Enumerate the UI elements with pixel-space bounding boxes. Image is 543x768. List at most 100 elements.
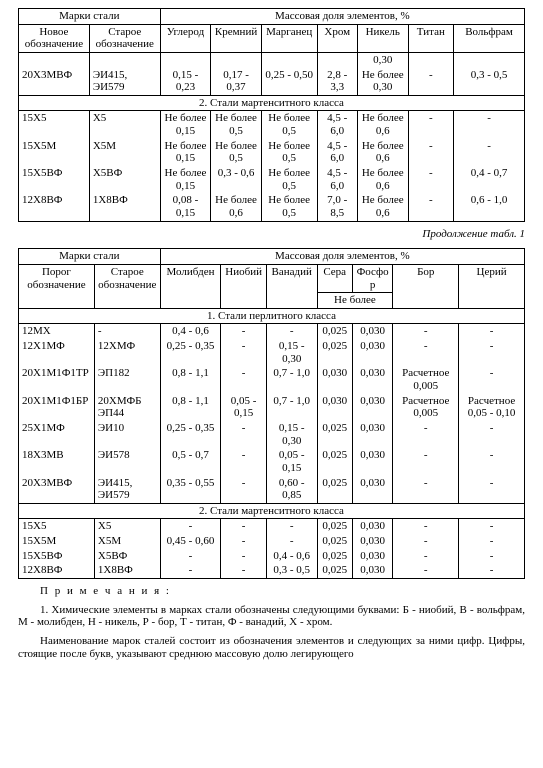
cell: Не более 0,5 xyxy=(261,166,317,193)
t2-h-grades: Марки стали xyxy=(19,249,161,265)
cell: - xyxy=(221,421,267,448)
cell: - xyxy=(459,476,525,504)
t1-header-row-2: Новое обозначение Старое обозначение Угл… xyxy=(19,24,525,52)
cell: - xyxy=(393,476,459,504)
cell: 0,030 xyxy=(352,519,392,534)
cell: 20Х3МВФ xyxy=(19,476,95,504)
t2-h-mass: Массовая доля элементов, % xyxy=(160,249,524,265)
cell: 0,030 xyxy=(317,394,352,421)
cell: Х5ВФ xyxy=(89,166,160,193)
cell: - xyxy=(459,549,525,564)
t2-section-2-label: 2. Стали мартенситного класса xyxy=(19,503,525,519)
cell: ЭИ415, ЭИ579 xyxy=(89,68,160,96)
t1-h-old: Старое обозначение xyxy=(89,24,160,52)
cell: - xyxy=(393,534,459,549)
t2-h-V: Ванадий xyxy=(266,264,317,308)
cell: 4,5 - 6,0 xyxy=(317,166,357,193)
t2-h-B: Бор xyxy=(393,264,459,308)
cell: 2,8 - 3,3 xyxy=(317,68,357,96)
cell: 0,7 - 1,0 xyxy=(266,394,317,421)
cell: 0,3 - 0,5 xyxy=(266,563,317,578)
cell: - xyxy=(408,166,454,193)
cell: Х5ВФ xyxy=(94,549,160,564)
cell: - xyxy=(393,549,459,564)
t2-r6: 18Х3МВ ЭИ578 0,5 - 0,7 - 0,05 - 0,15 0,0… xyxy=(19,448,525,475)
cell: 0,025 xyxy=(317,563,352,578)
t1-row-5: 12Х8ВФ 1Х8ВФ 0,08 - 0,15 Не более 0,6 Не… xyxy=(19,193,525,221)
cell: 0,60 - 0,85 xyxy=(266,476,317,504)
cell: - xyxy=(393,519,459,534)
cell: Не более 0,5 xyxy=(211,139,262,166)
cell: 0,030 xyxy=(352,339,392,366)
cell: 0,030 xyxy=(352,534,392,549)
cell: - xyxy=(221,563,267,578)
cell: - xyxy=(266,519,317,534)
cell: Х5 xyxy=(94,519,160,534)
cell: 0,25 - 0,50 xyxy=(261,68,317,96)
t2-section-1-label: 1. Стали перлитного класса xyxy=(19,308,525,324)
cell: - xyxy=(393,448,459,475)
t2-h-S: Сера xyxy=(317,264,352,292)
cell: 0,3 - 0,5 xyxy=(454,68,525,96)
t2-h-Ce: Церий xyxy=(459,264,525,308)
cell: 0,15 - 0,30 xyxy=(266,421,317,448)
t2-header-row-2: Порог обозначение Старое обозначение Мол… xyxy=(19,264,525,292)
cell: 0,025 xyxy=(317,339,352,366)
cell: 0,6 - 1,0 xyxy=(454,193,525,221)
cell: ЭИ10 xyxy=(94,421,160,448)
cell: 0,25 - 0,35 xyxy=(160,339,221,366)
t2-r10: 15Х5ВФ Х5ВФ - - 0,4 - 0,6 0,025 0,030 - … xyxy=(19,549,525,564)
cell: 15Х5ВФ xyxy=(19,549,95,564)
cell: 0,030 xyxy=(352,366,392,393)
cell: 15Х5ВФ xyxy=(19,166,90,193)
cell: - xyxy=(393,421,459,448)
t1-h-W: Вольфрам xyxy=(454,24,525,52)
t2-header-row-1: Марки стали Массовая доля элементов, % xyxy=(19,249,525,265)
cell: - xyxy=(459,339,525,366)
cell: Не более 0,5 xyxy=(261,111,317,139)
cell: - xyxy=(221,534,267,549)
cell: 0,15 - 0,23 xyxy=(160,68,211,96)
cell: - xyxy=(408,139,454,166)
t2-section-1: 1. Стали перлитного класса xyxy=(19,308,525,324)
cell: 12Х8ВФ xyxy=(19,563,95,578)
t1-h-Mn: Марганец xyxy=(261,24,317,52)
t1-h-Cr: Хром xyxy=(317,24,357,52)
cell: - xyxy=(221,476,267,504)
cell: 0,17 - 0,37 xyxy=(211,68,262,96)
cell: Не более 0,5 xyxy=(261,193,317,221)
cell: Х5 xyxy=(89,111,160,139)
cell: 0,030 xyxy=(352,549,392,564)
t1-row-4: 15Х5ВФ Х5ВФ Не более 0,15 0,3 - 0,6 Не б… xyxy=(19,166,525,193)
table-continuation-caption: Продолжение табл. 1 xyxy=(18,228,525,241)
cell: - xyxy=(393,563,459,578)
cell: - xyxy=(94,324,160,339)
cell: 0,15 - 0,30 xyxy=(266,339,317,366)
cell: 0,4 - 0,7 xyxy=(454,166,525,193)
cell: - xyxy=(454,111,525,139)
t1-section-2: 2. Стали мартенситного класса xyxy=(19,95,525,111)
t2-h-SP-sub: Не более xyxy=(317,293,393,309)
table-1: Марки стали Массовая доля элементов, % Н… xyxy=(18,8,525,222)
cell: 0,4 - 0,6 xyxy=(266,549,317,564)
cell: 15Х5 xyxy=(19,111,90,139)
t2-r2: 12Х1МФ 12ХМФ 0,25 - 0,35 - 0,15 - 0,30 0… xyxy=(19,339,525,366)
cell: 0,05 - 0,15 xyxy=(266,448,317,475)
t1-h-Ti: Титан xyxy=(408,24,454,52)
cell: Не более 0,15 xyxy=(160,111,211,139)
cell: Не более 0,6 xyxy=(357,139,408,166)
cell: 0,08 - 0,15 xyxy=(160,193,211,221)
cell: Не более 0,30 xyxy=(357,68,408,96)
cell: - xyxy=(459,563,525,578)
cell: 12Х8ВФ xyxy=(19,193,90,221)
cell: - xyxy=(221,448,267,475)
table-2: Марки стали Массовая доля элементов, % П… xyxy=(18,248,525,579)
cell: 1Х8ВФ xyxy=(89,193,160,221)
cell: Не более 0,15 xyxy=(160,139,211,166)
cell: - xyxy=(221,519,267,534)
cell: 0,030 xyxy=(317,366,352,393)
cell: 0,5 - 0,7 xyxy=(160,448,221,475)
cell: 4,5 - 6,0 xyxy=(317,139,357,166)
cell: Расчетное 0,005 xyxy=(393,366,459,393)
cell: 0,7 - 1,0 xyxy=(266,366,317,393)
